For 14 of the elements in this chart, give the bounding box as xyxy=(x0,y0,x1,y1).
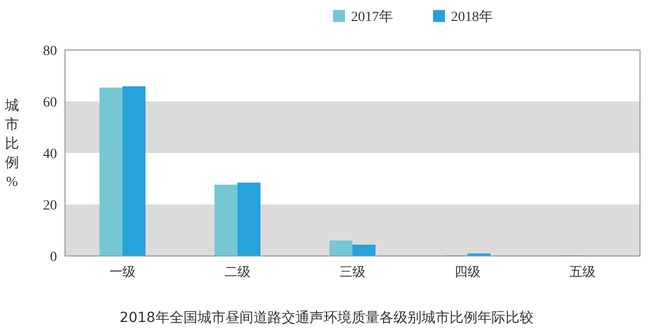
text: 2018年全国城市昼间道路交通声环境质量各级别城市比例年际比较 xyxy=(120,310,534,326)
legend-label: 2017年 xyxy=(351,9,393,25)
y-tick-label: 20 xyxy=(43,198,57,214)
y-tick-label: 80 xyxy=(43,44,57,59)
x-tick-label: 三级 xyxy=(340,264,366,279)
x-tick-label: 五级 xyxy=(570,264,596,279)
y-tick-label: 60 xyxy=(43,96,57,110)
y-axis-title: 城市比例% xyxy=(4,98,19,190)
y-tick-label: 40 xyxy=(43,147,57,162)
legend-label: 2018年 xyxy=(451,9,493,25)
x-tick-label: 四级 xyxy=(454,264,480,279)
y-tick-label: 0 xyxy=(50,250,57,265)
x-tick-label: 一级 xyxy=(110,264,136,279)
x-tick-label: 二级 xyxy=(224,264,250,279)
